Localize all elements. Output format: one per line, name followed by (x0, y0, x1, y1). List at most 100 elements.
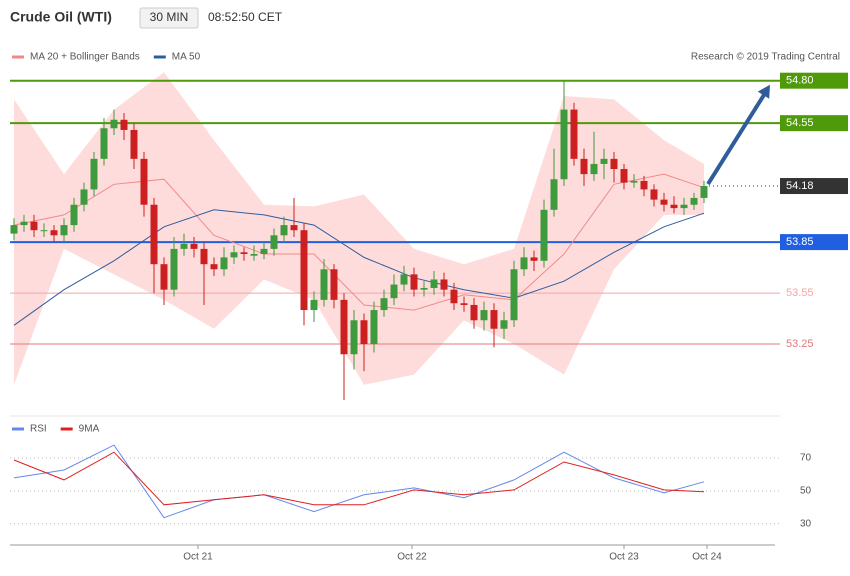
candle-body (170, 248, 178, 290)
candle-body (20, 221, 28, 226)
candle-body (220, 257, 228, 270)
candle-body (680, 204, 688, 209)
candle-body (10, 225, 18, 234)
credit: Research © 2019 Trading Central (691, 52, 840, 63)
candle-body (450, 289, 458, 304)
candle-body (200, 248, 208, 265)
candle-body (90, 158, 98, 190)
candle-body (280, 225, 288, 236)
candle-body (570, 109, 578, 159)
candle-body (50, 230, 58, 236)
candle-body (520, 257, 528, 270)
candle-body (140, 158, 148, 205)
candle-body (230, 252, 238, 258)
legend-label: MA 50 (172, 52, 201, 63)
candle-body (130, 129, 138, 159)
level-label: 53.55 (786, 287, 814, 299)
y-tick-label: 50 (800, 485, 812, 496)
candle-body (120, 119, 128, 130)
candle-body (480, 310, 488, 321)
candle-body (190, 243, 198, 249)
candle-body (410, 274, 418, 290)
level-label-box (780, 115, 848, 132)
candle-body (390, 284, 398, 299)
legend-label: RSI (30, 424, 47, 435)
forecast-arrow (706, 90, 768, 186)
level-label: 53.25 (786, 338, 814, 350)
y-tick-label: 30 (800, 518, 812, 529)
level-label: 54.55 (786, 117, 814, 129)
candle-body (260, 248, 268, 254)
moving-average (13, 173, 705, 311)
candle-body (620, 169, 628, 183)
interval-box (139, 7, 199, 29)
legend-label: 9MA (79, 424, 100, 435)
x-tick-label: Oct 21 (183, 552, 213, 563)
candle-body (340, 299, 348, 355)
candle-body (510, 269, 518, 321)
level-label-box (780, 234, 848, 251)
candle-body (500, 320, 508, 329)
candle-body (60, 225, 68, 236)
candle-body (690, 197, 698, 205)
candle-body (540, 209, 548, 261)
candle-body (80, 189, 88, 205)
candle-body (180, 243, 188, 249)
legend-label: MA 20 + Bollinger Bands (30, 52, 140, 63)
candle-body (590, 163, 598, 175)
y-tick-label: 70 (800, 453, 812, 464)
moving-average (13, 209, 705, 326)
level-label-box (780, 72, 848, 89)
candle-body (400, 274, 408, 285)
candle-body (430, 279, 438, 288)
candle-body (470, 304, 478, 321)
candle-body (330, 269, 338, 300)
candle-body (530, 257, 538, 261)
candle-body (100, 128, 108, 159)
candle-body (360, 320, 368, 345)
candle-body (580, 158, 588, 175)
level-label: 54.80 (786, 75, 814, 87)
candle-body (490, 310, 498, 329)
candle-body (290, 225, 298, 231)
candle-body (240, 252, 248, 254)
candle-body (650, 189, 658, 200)
candle-body (70, 204, 78, 226)
time: 08:52:50 CET (208, 10, 283, 24)
candle-body (320, 269, 328, 300)
candle-body (350, 320, 358, 355)
candle-body (150, 204, 158, 265)
level-label: 53.85 (786, 236, 814, 248)
candle-body (630, 180, 638, 183)
candle-body (110, 119, 118, 129)
candle-body (560, 109, 568, 180)
title: Crude Oil (WTI) (10, 9, 112, 25)
indicator-line (13, 451, 705, 506)
current-price-box (780, 178, 848, 195)
candle-body (670, 204, 678, 209)
candle-body (300, 230, 308, 311)
current-price-label: 54.18 (786, 180, 814, 192)
x-tick-label: Oct 23 (609, 552, 639, 563)
forecast-arrow-head (757, 84, 770, 99)
candle-body (210, 264, 218, 270)
candle-body (550, 179, 558, 210)
candle-body (160, 264, 168, 290)
candle-body (250, 253, 258, 256)
candle-body (610, 158, 618, 170)
candle-body (40, 230, 48, 232)
candle-body (30, 221, 38, 231)
candle-body (270, 235, 278, 249)
candle-body (600, 158, 608, 164)
candle-body (310, 299, 318, 311)
bollinger-band (14, 72, 704, 385)
candle-body (660, 199, 668, 205)
candle-body (700, 186, 708, 198)
candle-body (420, 287, 428, 290)
candle-body (380, 298, 388, 311)
interval: 30 MIN (150, 10, 189, 24)
candle-body (460, 303, 468, 305)
candle-body (370, 310, 378, 345)
x-tick-label: Oct 22 (397, 552, 427, 563)
